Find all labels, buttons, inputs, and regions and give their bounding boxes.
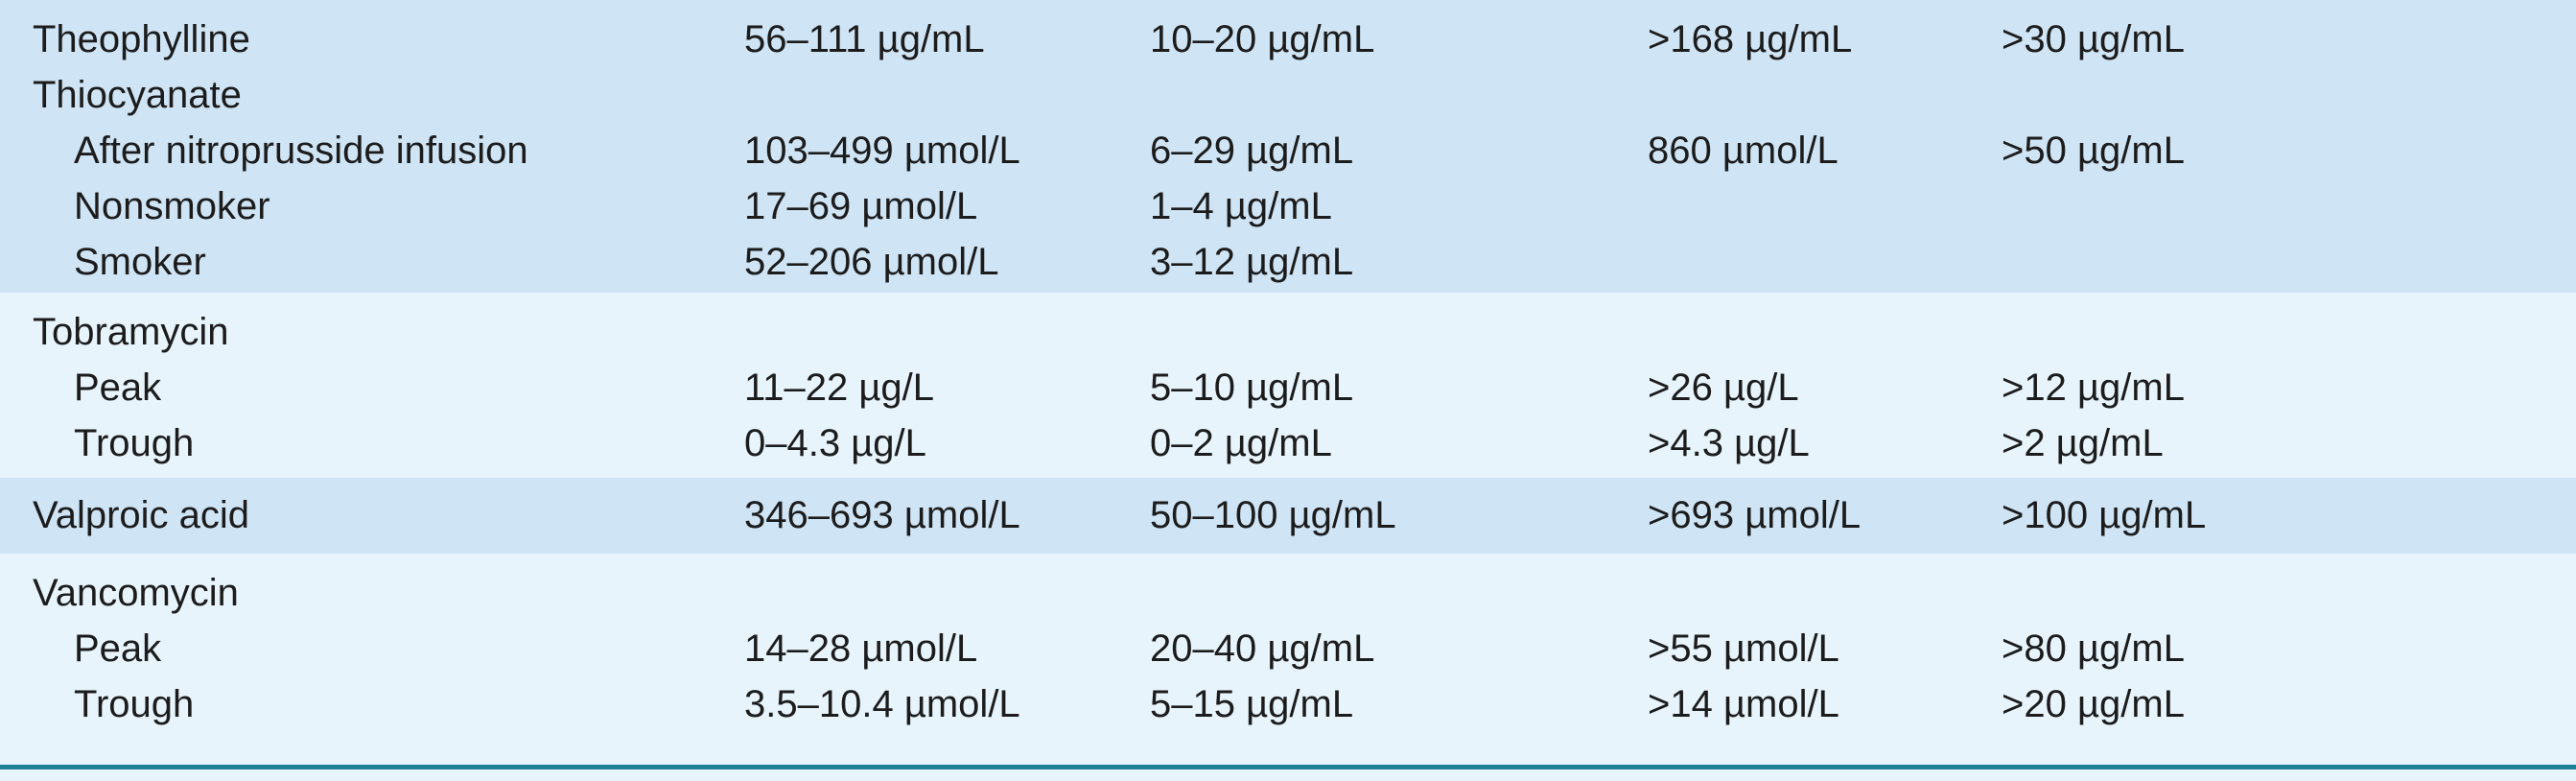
row-label: Tobramycin	[33, 311, 229, 353]
row-group: Tobramycin Peak 11–22 µg/L 5–10 µg/mL >26 µg…	[0, 293, 2576, 478]
row: Valproic acid 346–693 µmol/L 50–100 µg/mL >…	[0, 487, 2576, 543]
row-label: Vancomycin	[33, 572, 239, 614]
row-group: Valproic acid 346–693 µmol/L 50–100 µg/mL >…	[0, 478, 2576, 554]
cell-value: 0–4.3 µg/L	[744, 422, 926, 464]
row-label: Peak	[74, 627, 162, 670]
sub-row: After nitroprusside infusion 103–499 µmol…	[0, 123, 2576, 178]
cell-value: 20–40 µg/mL	[1150, 627, 1375, 670]
cell-value: >2 µg/mL	[2002, 422, 2164, 464]
sub-row: Smoker 52–206 µmol/L 3–12 µg/mL	[0, 234, 2576, 290]
cell-value: 346–693 µmol/L	[744, 494, 1020, 536]
sub-row: Trough 3.5–10.4 µmol/L 5–15 µg/mL >14 µmol/…	[0, 676, 2576, 732]
row: Theophylline 56–111 µg/mL 10–20 µg/mL >168 …	[0, 12, 2576, 67]
row-label: Trough	[74, 422, 195, 464]
cell-value: >30 µg/mL	[2002, 18, 2185, 60]
row-label: Theophylline	[33, 18, 250, 60]
cell-value: 10–20 µg/mL	[1150, 18, 1375, 60]
cell-value: 5–15 µg/mL	[1150, 683, 1354, 725]
cell-value: 11–22 µg/L	[744, 367, 935, 409]
sub-row: Peak 11–22 µg/L 5–10 µg/mL >26 µg/L >12 µg/m…	[0, 360, 2576, 415]
cell-value: 50–100 µg/mL	[1150, 494, 1396, 536]
row: Vancomycin	[0, 565, 2576, 621]
row-label: After nitroprusside infusion	[74, 130, 528, 172]
sub-row: Trough 0–4.3 µg/L 0–2 µg/mL >4.3 µg/L >2 µg/…	[0, 415, 2576, 471]
cell-value: 56–111 µg/mL	[744, 18, 985, 60]
row-label: Smoker	[74, 241, 206, 283]
cell-value: >693 µmol/L	[1648, 494, 1862, 536]
row-label: Trough	[74, 683, 195, 725]
cell-value: >168 µg/mL	[1648, 18, 1853, 60]
cell-value: >55 µmol/L	[1648, 627, 1839, 670]
cell-value: >26 µg/L	[1648, 367, 1799, 409]
cell-value: >4.3 µg/L	[1648, 422, 1810, 464]
cell-value: 3.5–10.4 µmol/L	[744, 683, 1020, 725]
bottom-rule	[0, 765, 2576, 769]
row-label: Thiocyanate	[33, 74, 242, 116]
cell-value: >20 µg/mL	[2002, 683, 2185, 725]
cell-value: 3–12 µg/mL	[1150, 241, 1354, 283]
row: Tobramycin	[0, 304, 2576, 360]
cell-value: >100 µg/mL	[2002, 494, 2207, 536]
cell-value: 1–4 µg/mL	[1150, 185, 1332, 227]
row-label: Peak	[74, 367, 162, 409]
sub-row: Peak 14–28 µmol/L 20–40 µg/mL >55 µmol/L >80…	[0, 621, 2576, 676]
row-label: Nonsmoker	[74, 185, 270, 227]
cell-value: 5–10 µg/mL	[1150, 367, 1354, 409]
cell-value: >50 µg/mL	[2002, 130, 2185, 172]
cell-value: 17–69 µmol/L	[744, 185, 978, 227]
cell-value: 0–2 µg/mL	[1150, 422, 1332, 464]
sub-row: Nonsmoker 17–69 µmol/L 1–4 µg/mL	[0, 178, 2576, 234]
cell-value: >12 µg/mL	[2002, 367, 2185, 409]
row-group: Vancomycin Peak 14–28 µmol/L 20–40 µg/mL >55…	[0, 554, 2576, 765]
cell-value: 860 µmol/L	[1648, 130, 1838, 172]
cell-value: 52–206 µmol/L	[744, 241, 999, 283]
cell-value: >14 µmol/L	[1648, 683, 1839, 725]
cell-value: 14–28 µmol/L	[744, 627, 978, 670]
cell-value: 103–499 µmol/L	[744, 130, 1020, 172]
row-label: Valproic acid	[33, 494, 250, 536]
row-group: Theophylline 56–111 µg/mL 10–20 µg/mL >168 …	[0, 0, 2576, 293]
row: Thiocyanate	[0, 67, 2576, 123]
cell-value: 6–29 µg/mL	[1150, 130, 1354, 172]
cell-value: >80 µg/mL	[2002, 627, 2185, 670]
